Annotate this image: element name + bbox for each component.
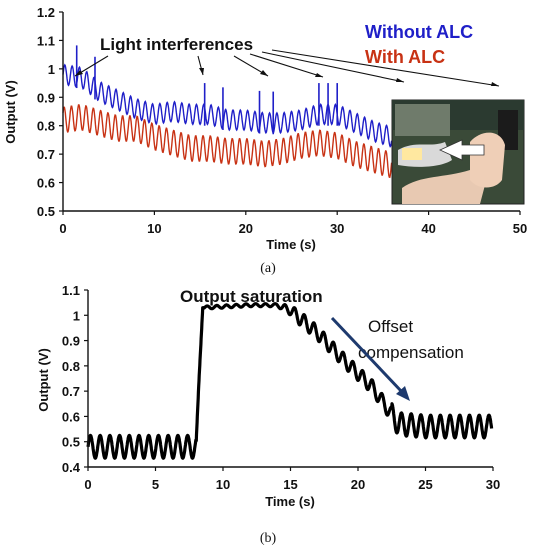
panel-a-caption: (a) xyxy=(260,261,276,276)
series-with-alc xyxy=(62,104,393,179)
y-tick-label: 0.6 xyxy=(37,176,55,191)
y-tick-label: 1.2 xyxy=(37,5,55,20)
panel-b-x-ticks: 0 5 10 15 20 25 30 xyxy=(84,467,500,492)
line-output xyxy=(86,302,494,460)
compensation-arrow xyxy=(330,316,404,394)
panel-b-y-axis-label: Output (V) xyxy=(36,348,51,412)
x-tick-label: 20 xyxy=(351,477,365,492)
compensation-arrowhead xyxy=(396,386,410,401)
panel-a-x-axis-label: Time (s) xyxy=(266,237,316,252)
line-with-alc xyxy=(62,104,393,179)
x-tick-label: 25 xyxy=(418,477,432,492)
x-tick-label: 5 xyxy=(152,477,159,492)
y-tick-label: 0.7 xyxy=(37,147,55,162)
y-tick-label: 0.4 xyxy=(62,460,81,475)
output-saturation-annotation: Output saturation xyxy=(180,287,323,306)
light-interferences-annotation: Light interferences xyxy=(100,35,253,54)
y-tick-label: 0.9 xyxy=(62,334,80,349)
y-tick-label: 0.8 xyxy=(62,359,80,374)
x-tick-label: 10 xyxy=(216,477,230,492)
panel-b-x-axis-label: Time (s) xyxy=(265,494,315,509)
y-tick-label: 0.5 xyxy=(37,204,55,219)
x-tick-label: 15 xyxy=(283,477,297,492)
y-tick-label: 0.6 xyxy=(62,409,80,424)
offset-annotation: Offset xyxy=(368,317,413,336)
y-tick-label: 1 xyxy=(48,62,55,77)
panel-a-y-axis-label: Output (V) xyxy=(3,80,18,144)
x-tick-label: 20 xyxy=(239,221,253,236)
legend-with-alc: With ALC xyxy=(365,47,445,67)
annotation-arrowheads xyxy=(75,68,499,86)
y-tick-label: 0.8 xyxy=(37,119,55,134)
y-tick-label: 0.7 xyxy=(62,384,80,399)
light-interference-spikes xyxy=(75,45,503,135)
inset-photo xyxy=(391,99,525,205)
panel-b-caption: (b) xyxy=(260,531,277,546)
x-tick-label: 10 xyxy=(147,221,161,236)
y-tick-label: 1.1 xyxy=(37,33,55,48)
x-tick-label: 0 xyxy=(84,477,91,492)
panel-a-x-ticks: 0 10 20 30 40 50 xyxy=(59,211,527,236)
x-tick-label: 0 xyxy=(59,221,66,236)
x-tick-label: 30 xyxy=(486,477,500,492)
panel-b-chart: 0.4 0.5 0.6 0.7 0.8 0.9 1 1.1 0 5 10 15 20 25 30 Time… xyxy=(36,283,500,546)
series-output xyxy=(86,302,494,460)
y-tick-label: 1.1 xyxy=(62,283,80,298)
y-tick-label: 0.9 xyxy=(37,90,55,105)
y-tick-label: 0.5 xyxy=(62,435,80,450)
panel-a-y-ticks: 0.5 0.6 0.7 0.8 0.9 1 1.1 1.2 xyxy=(37,5,63,219)
x-tick-label: 30 xyxy=(330,221,344,236)
x-tick-label: 50 xyxy=(513,221,527,236)
y-tick-label: 1 xyxy=(73,308,80,323)
x-tick-label: 40 xyxy=(421,221,435,236)
panel-a-chart: 0.5 0.6 0.7 0.8 0.9 1 1.1 1.2 0 10 20 30 40 50 Time … xyxy=(3,5,527,276)
panel-b-y-ticks: 0.4 0.5 0.6 0.7 0.8 0.9 1 1.1 xyxy=(62,283,88,475)
compensation-annotation: compensation xyxy=(358,343,464,362)
legend-without-alc: Without ALC xyxy=(365,22,473,42)
